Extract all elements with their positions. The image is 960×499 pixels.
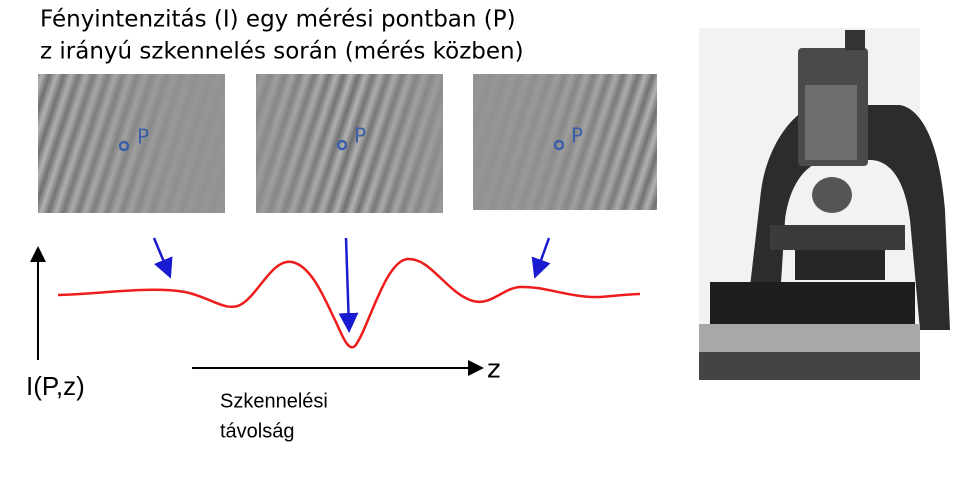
- fringe-panel: P: [38, 74, 225, 213]
- fringe-panel: P: [473, 74, 657, 210]
- point-label: P: [354, 124, 366, 148]
- x-axis-label: z: [487, 355, 501, 385]
- title-line: Fényintenzitás (I) egy mérési pontban (P…: [40, 7, 516, 33]
- caption-line: távolság: [220, 420, 295, 442]
- point-label: P: [571, 124, 583, 148]
- y-axis-label: I(P,z): [26, 371, 85, 401]
- title-line: z irányú szkennelés során (mérés közben): [40, 39, 524, 65]
- caption-line: Szkennelési: [220, 390, 328, 412]
- microscope-photo: [699, 28, 950, 380]
- pointer-arrows: [152, 237, 551, 333]
- fringe-panel: P: [256, 74, 443, 213]
- intensity-curve: [57, 257, 641, 349]
- point-label: P: [137, 125, 149, 149]
